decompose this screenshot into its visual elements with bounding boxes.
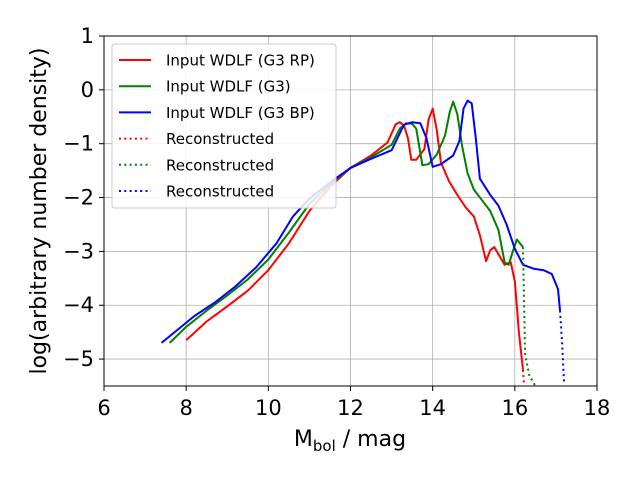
x-tick-label: 16 — [501, 396, 528, 420]
y-axis-label: log(arbitrary number density) — [27, 47, 52, 374]
y-tick-label: −2 — [63, 186, 94, 210]
x-tick-label: 6 — [97, 396, 110, 420]
axis-ticks — [99, 35, 598, 391]
series-line-5 — [522, 247, 537, 387]
y-tick-label: −3 — [63, 239, 94, 263]
x-tick-label: 8 — [179, 396, 192, 420]
legend-label: Reconstructed — [166, 130, 274, 148]
legend: Input WDLF (G3 RP) Input WDLF (G3) Input W… — [111, 43, 337, 209]
y-tick-label: 0 — [81, 78, 94, 102]
series-line-1 — [185, 107, 524, 370]
series-line-6 — [559, 310, 566, 384]
y-tick-label: −1 — [63, 132, 94, 156]
legend-box — [111, 43, 337, 209]
x-tick-label: 18 — [584, 396, 611, 420]
x-tick-label: 10 — [255, 396, 282, 420]
series-lines — [160, 99, 566, 387]
x-axis-label-subscript: bol — [313, 437, 336, 455]
legend-label: Reconstructed — [166, 183, 274, 201]
y-tick-label: −5 — [63, 347, 94, 371]
legend-label: Input WDLF (G3 RP) — [166, 52, 315, 70]
legend-label: Reconstructed — [166, 156, 274, 174]
x-tick-label: 12 — [337, 396, 364, 420]
series-line-4 — [522, 369, 525, 384]
series-line-3 — [160, 99, 561, 344]
y-tick-label: 1 — [81, 24, 94, 48]
legend-label: Input WDLF (G3 BP) — [166, 104, 315, 122]
x-tick-label: 14 — [419, 396, 446, 420]
legend-label: Input WDLF (G3) — [166, 78, 291, 96]
series-line-2 — [169, 100, 524, 344]
y-tick-label: −4 — [63, 293, 94, 317]
x-axis-label: Mbol / mag — [294, 427, 406, 455]
